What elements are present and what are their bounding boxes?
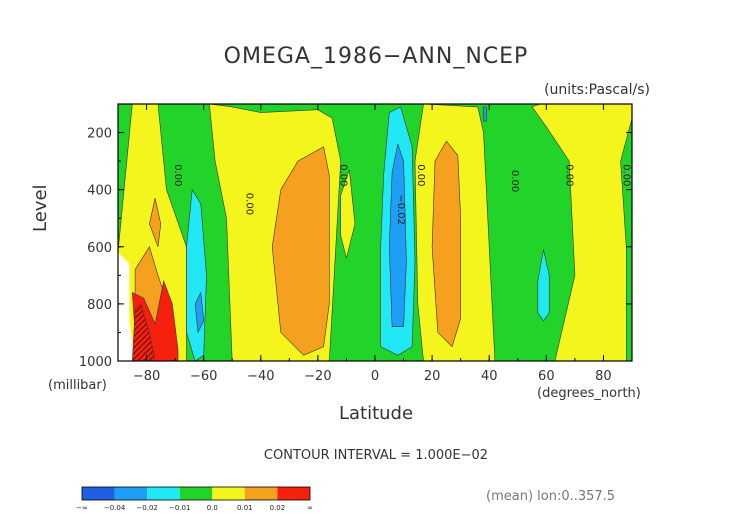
legend-label: −∞: [76, 504, 88, 512]
legend-swatch: [212, 487, 245, 500]
y-tick-label: 200: [87, 127, 112, 142]
contour-label: 0.00: [620, 164, 631, 186]
legend-label: 0.0: [207, 504, 218, 512]
x-tick-label: −40: [247, 369, 274, 384]
contour-region-cyan: [194, 291, 205, 334]
legend-label: −0.02: [136, 504, 157, 512]
x-tick-label: −60: [190, 369, 217, 384]
legend-frame: [81, 486, 311, 501]
contour-region-extreme: [132, 303, 156, 361]
contour-region-yellow: [340, 169, 356, 259]
legend-label: 0.02: [270, 504, 286, 512]
x-tick-label: −80: [133, 369, 160, 384]
x-tick-label: 80: [595, 369, 612, 384]
contour-label: 0.00: [172, 164, 183, 186]
contour-region-lightcyan: [537, 249, 550, 322]
legend-label: ∞: [307, 504, 313, 512]
contour-label: 0.00: [244, 193, 255, 215]
legend-swatch: [244, 487, 278, 500]
contour-region-orange: [431, 140, 462, 348]
contour-label: −0.02: [395, 194, 406, 225]
legend-swatch: [179, 487, 213, 500]
x-tick-label: −20: [304, 369, 331, 384]
chart-title: OMEGA_1986−ANN_NCEP: [223, 44, 529, 69]
mean-info-text: (mean) lon:0..357.5: [486, 489, 616, 504]
x-tick-label: 40: [481, 369, 498, 384]
x-tick-label: 0: [371, 369, 379, 384]
contour-region-orange: [149, 198, 162, 247]
y-axis-unit: (millibar): [48, 378, 107, 393]
y-tick-label: 800: [87, 298, 112, 313]
y-tick-label: 600: [87, 241, 112, 256]
contour-region-cyan: [388, 142, 407, 328]
contour-interval-text: CONTOUR INTERVAL = 1.000E−02: [263, 448, 489, 463]
missing-data-region: [118, 252, 136, 361]
x-axis-title: Latitude: [338, 403, 414, 424]
legend-swatch: [147, 487, 180, 500]
x-tick-label: 20: [424, 369, 441, 384]
contour-label: 0.00: [338, 164, 349, 186]
legend-swatch: [277, 487, 310, 500]
contour-label: 0.00: [563, 164, 574, 186]
contour-region-cyan: [483, 106, 487, 122]
legend-swatch: [82, 487, 115, 500]
contour-label: 0.00: [509, 170, 520, 192]
legend-label: −0.04: [104, 504, 126, 512]
legend-label: 0.01: [237, 504, 253, 512]
legend-label: −0.01: [169, 504, 190, 512]
y-tick-label: 400: [87, 184, 112, 199]
x-tick-label: 60: [538, 369, 555, 384]
contour-fill-group: [118, 104, 632, 361]
legend-swatch: [114, 487, 148, 500]
units-label: (units:Pascal/s): [544, 82, 650, 98]
y-tick-label: 1000: [79, 355, 112, 370]
x-axis-unit: (degrees_north): [537, 386, 641, 401]
contour-region-orange: [271, 146, 330, 356]
contour-label: 0.00: [415, 164, 426, 186]
